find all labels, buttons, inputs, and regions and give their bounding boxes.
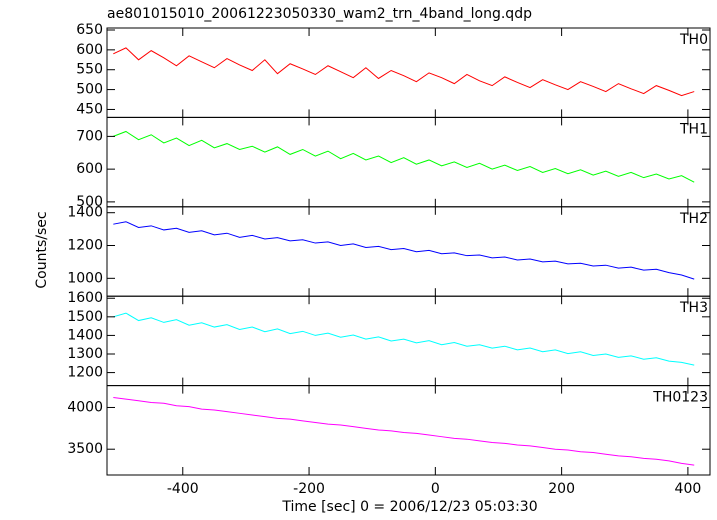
y-axis-label: Counts/sec	[34, 211, 50, 288]
legend-label: TH1	[679, 121, 708, 137]
y-tick-label: 500	[76, 194, 103, 210]
series-line	[113, 221, 695, 280]
series-line	[113, 130, 695, 183]
y-tick-label: 600	[76, 42, 103, 58]
y-tick-label: 1000	[67, 270, 103, 286]
y-tick-label: 3500	[67, 441, 103, 457]
x-tick-label: 0	[431, 481, 440, 497]
y-tick-label: 1200	[67, 365, 103, 381]
panel-frame	[106, 116, 711, 208]
x-axis-label: Time [sec] 0 = 2006/12/23 05:03:30	[281, 499, 537, 515]
x-tick-label: 400	[675, 481, 702, 497]
y-tick-label: 1300	[67, 346, 103, 362]
y-tick-label: 1400	[67, 205, 103, 221]
panel-frame	[106, 27, 711, 118]
y-tick-label: 1500	[67, 309, 103, 325]
y-tick-label: 450	[76, 101, 103, 117]
y-tick-label: 550	[76, 62, 103, 78]
y-tick-label: 500	[76, 82, 103, 98]
y-tick-label: 650	[76, 22, 103, 38]
panel-frame	[106, 206, 711, 297]
y-tick-label: 1600	[67, 290, 103, 306]
legend-label: TH2	[679, 211, 708, 227]
y-tick-label: 4000	[67, 399, 103, 415]
series-line	[113, 312, 695, 366]
legend-label: TH0	[679, 32, 708, 48]
series-line	[113, 396, 695, 466]
x-tick-label: -200	[293, 481, 325, 497]
y-tick-label: 600	[76, 161, 103, 177]
y-tick-label: 700	[76, 128, 103, 144]
panel-frame	[106, 385, 711, 476]
y-tick-label: 1400	[67, 327, 103, 343]
y-tick-label: 1200	[67, 238, 103, 254]
x-tick-label: 200	[548, 481, 575, 497]
chart-title: ae801015010_20061223050330_wam2_trn_4ban…	[107, 6, 532, 22]
legend-label: TH0123	[652, 390, 708, 406]
x-tick-label: -400	[167, 481, 199, 497]
legend-label: TH3	[679, 300, 708, 316]
series-line	[113, 47, 695, 97]
